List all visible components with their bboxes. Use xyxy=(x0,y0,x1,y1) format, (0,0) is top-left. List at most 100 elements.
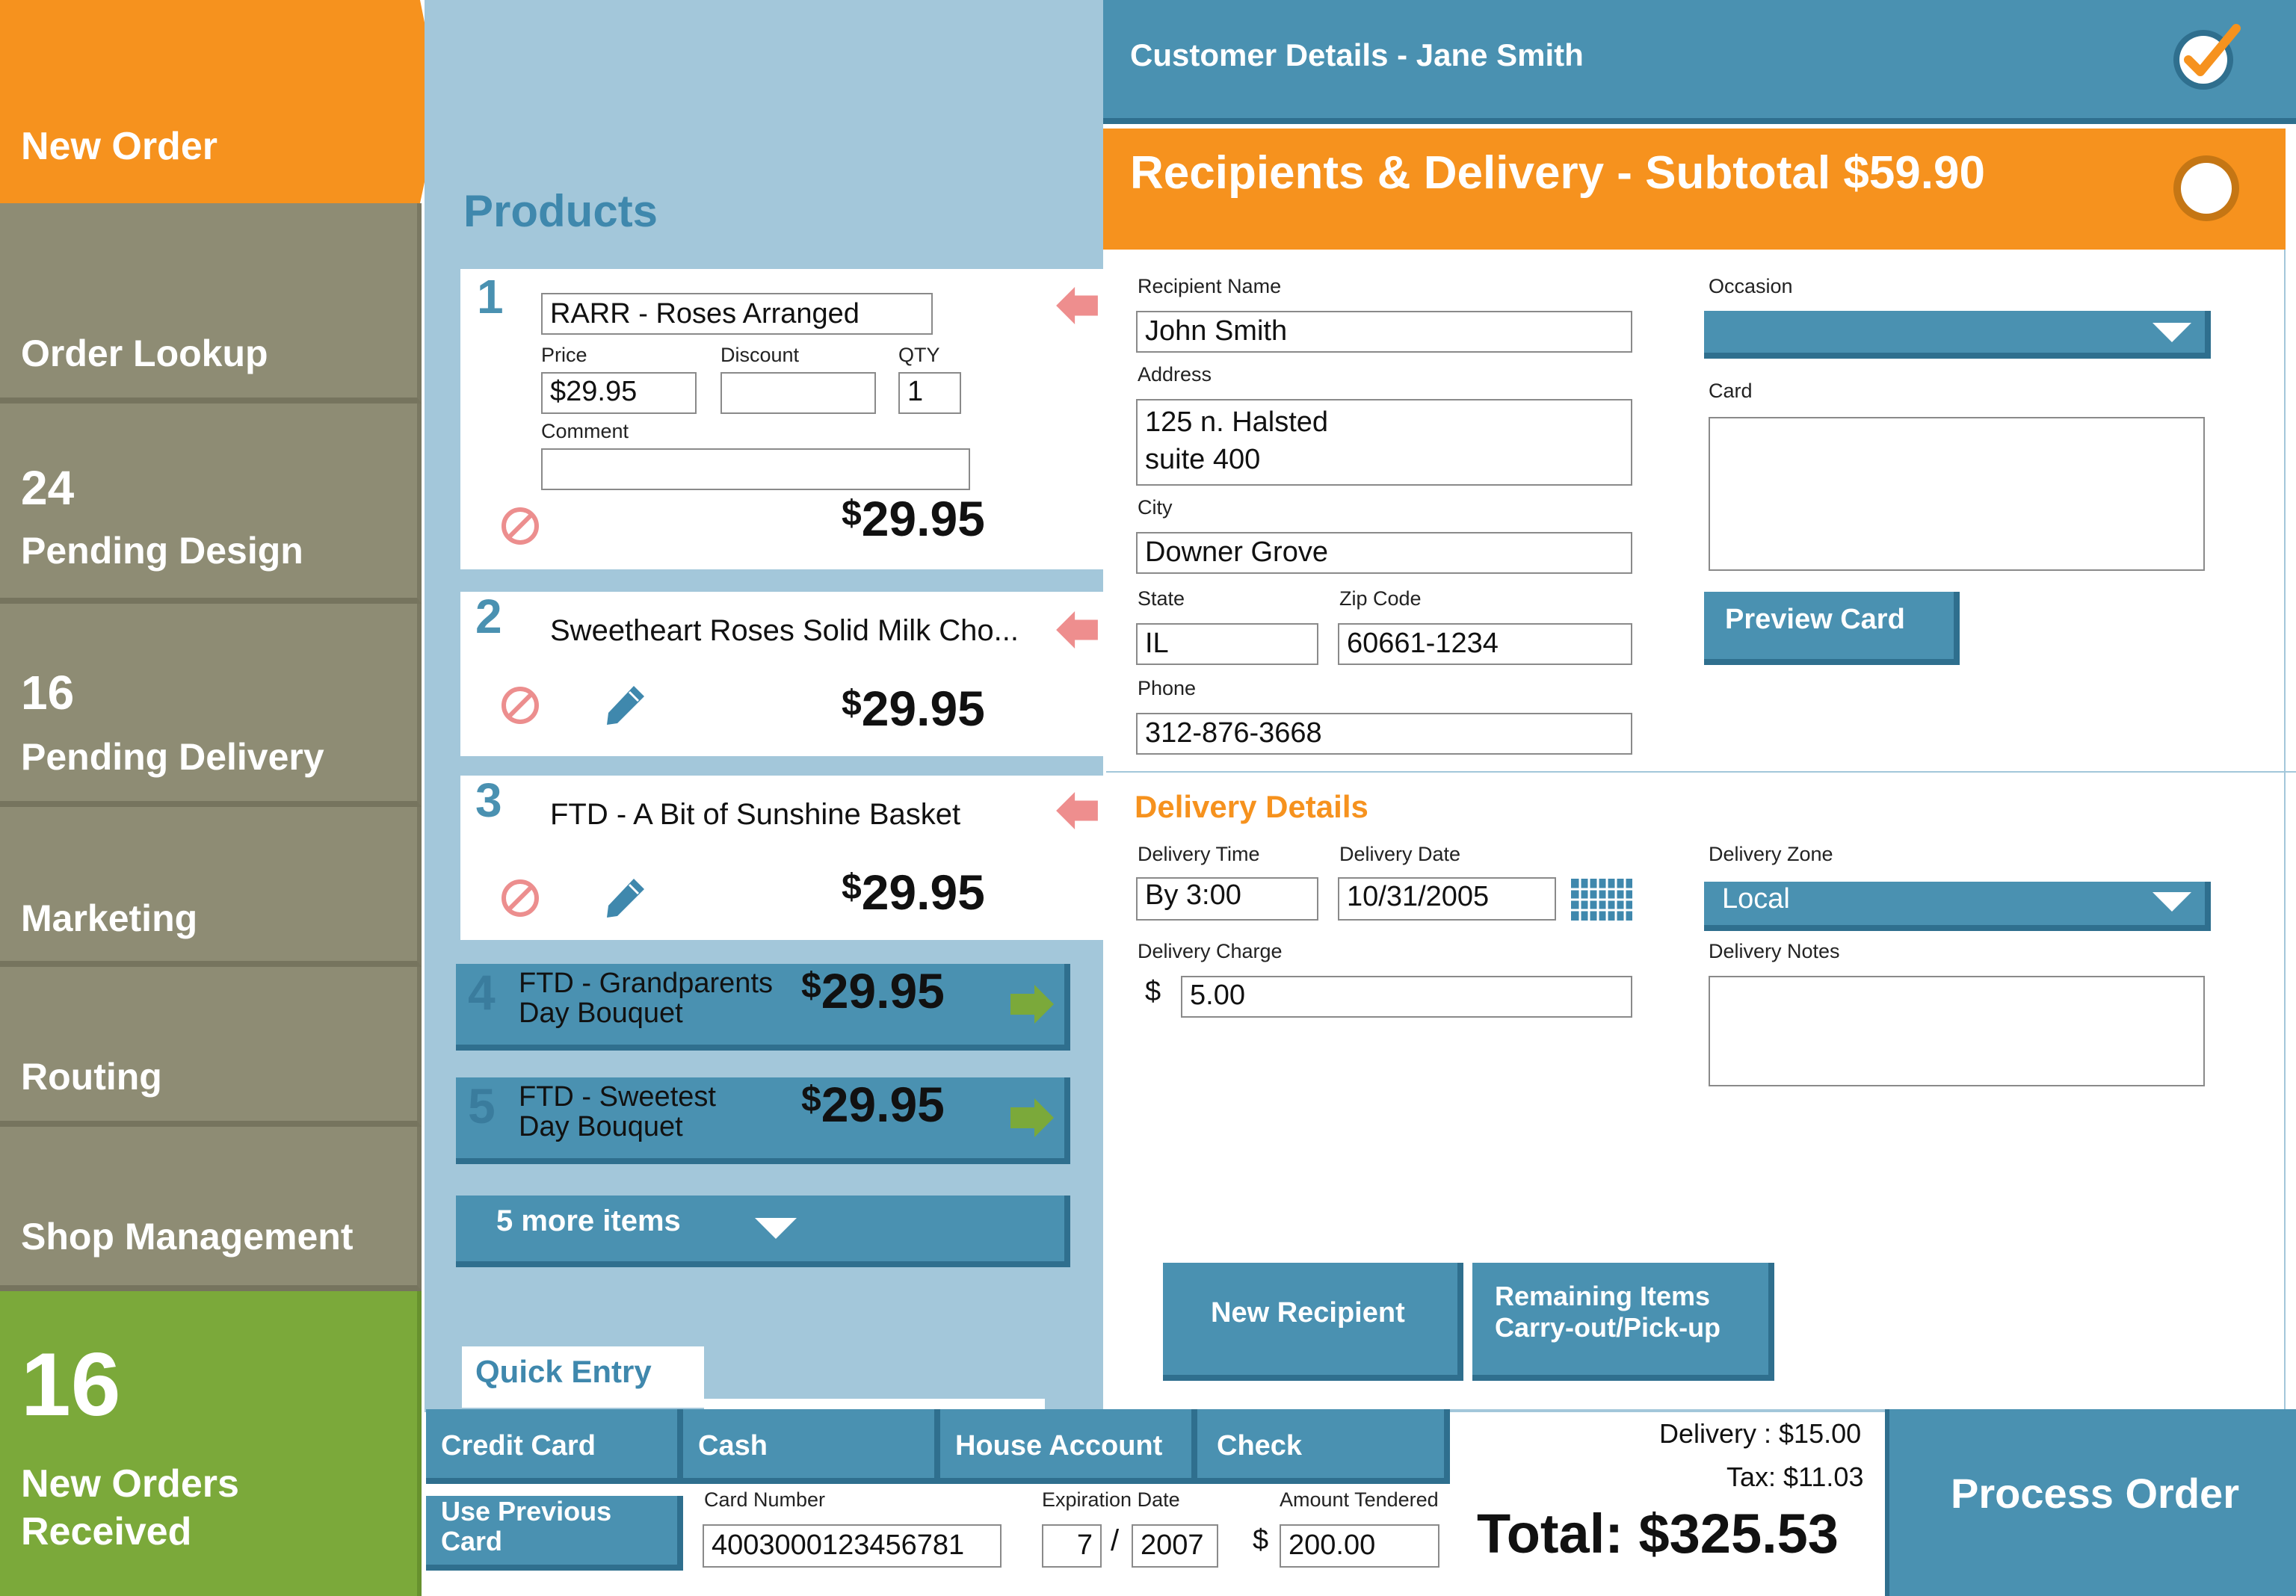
process-order-label: Process Order xyxy=(1951,1470,2239,1517)
delivery-total: Delivery : $15.00 xyxy=(1659,1418,1862,1449)
pending-design-count: 24 xyxy=(21,461,75,515)
remaining-items-label-1: Remaining Items xyxy=(1495,1281,1711,1311)
quick-entry-title: Quick Entry xyxy=(475,1354,652,1389)
currency-symbol: $ xyxy=(842,867,862,907)
cash-button[interactable]: Cash xyxy=(683,1409,940,1484)
arrow-left-icon[interactable] xyxy=(1055,611,1099,649)
grand-total: Total: $325.53 xyxy=(1477,1503,1839,1565)
product-number: 2 xyxy=(475,590,502,643)
product-item-5[interactable]: 5 FTD - Sweetest Day Bouquet $29.95 xyxy=(456,1077,1070,1164)
sidebar-item-label: Pending Delivery xyxy=(21,736,324,778)
sidebar-item-pending-delivery[interactable]: 16 Pending Delivery xyxy=(0,604,422,807)
comment-field[interactable] xyxy=(541,448,970,490)
use-previous-label-2: Card xyxy=(441,1526,503,1556)
product-item-2[interactable]: 2 Sweetheart Roses Solid Milk Cho... $29… xyxy=(460,590,1103,756)
amount-currency: $ xyxy=(1253,1524,1269,1556)
product-item-3[interactable]: 3 FTD - A Bit of Sunshine Basket $29.95 xyxy=(460,773,1103,940)
pending-delivery-count: 16 xyxy=(21,666,75,720)
sidebar: New Order Order Lookup 24 Pending Design… xyxy=(0,0,441,1596)
delivery-notes-field[interactable] xyxy=(1709,976,2205,1086)
currency-symbol: $ xyxy=(801,966,821,1006)
product-name-field[interactable]: RARR - Roses Arranged xyxy=(541,293,933,335)
product-total: $29.95 xyxy=(842,490,985,547)
exp-year-field[interactable]: 2007 xyxy=(1132,1524,1218,1568)
quick-entry-strip xyxy=(704,1399,1045,1409)
arrow-right-icon[interactable] xyxy=(1010,985,1054,1024)
arrow-right-icon[interactable] xyxy=(1010,1098,1054,1137)
product-name: FTD - Sweetest Day Bouquet xyxy=(519,1081,716,1142)
occasion-select[interactable] xyxy=(1704,311,2211,359)
comment-label: Comment xyxy=(541,420,629,442)
product-item-1: 1 RARR - Roses Arranged Price Discount Q… xyxy=(460,269,1103,569)
remove-icon[interactable] xyxy=(499,505,541,547)
address-field[interactable]: 125 n. Halsted suite 400 xyxy=(1136,399,1632,486)
recipient-name-field[interactable]: John Smith xyxy=(1136,311,1632,353)
exp-month-field[interactable]: 7 xyxy=(1042,1524,1102,1568)
occasion-label: Occasion xyxy=(1709,275,1793,297)
edit-pencil-icon[interactable] xyxy=(601,874,649,922)
more-items-button[interactable]: 5 more items xyxy=(456,1196,1070,1267)
sidebar-item-marketing[interactable]: Marketing xyxy=(0,807,422,967)
currency-symbol: $ xyxy=(842,684,862,723)
arrow-left-icon[interactable] xyxy=(1055,287,1099,324)
qty-field[interactable]: 1 xyxy=(898,372,961,414)
amount-tendered-field[interactable]: 200.00 xyxy=(1280,1524,1439,1568)
arrow-left-icon[interactable] xyxy=(1055,792,1099,829)
product-number: 5 xyxy=(468,1078,496,1133)
product-number: 4 xyxy=(468,965,496,1020)
product-name: FTD - Grandparents Day Bouquet xyxy=(519,968,773,1029)
chevron-down-icon xyxy=(755,1218,797,1239)
sidebar-item-shop-management[interactable]: Shop Management xyxy=(0,1127,422,1291)
customer-details-title: Customer Details - Jane Smith xyxy=(1130,37,1584,72)
recipients-header[interactable]: Recipients & Delivery - Subtotal $59.90 xyxy=(1103,129,2286,250)
product-number: 1 xyxy=(477,270,504,324)
new-order-tab-shape xyxy=(0,0,441,203)
product-name: FTD - A Bit of Sunshine Basket xyxy=(550,798,961,831)
edit-pencil-icon[interactable] xyxy=(601,681,649,729)
calendar-icon[interactable] xyxy=(1571,879,1632,921)
sidebar-item-routing[interactable]: Routing xyxy=(0,967,422,1127)
customer-details-header[interactable]: Customer Details - Jane Smith xyxy=(1103,0,2296,124)
city-field[interactable]: Downer Grove xyxy=(1136,532,1632,574)
state-label: State xyxy=(1138,587,1185,610)
price-field[interactable]: $29.95 xyxy=(541,372,697,414)
delivery-zone-select[interactable]: Local xyxy=(1704,882,2211,931)
delivery-time-field[interactable]: By 3:00 xyxy=(1136,877,1318,921)
sidebar-item-order-lookup[interactable]: Order Lookup xyxy=(0,203,422,403)
delivery-charge-field[interactable]: 5.00 xyxy=(1181,976,1632,1018)
quick-entry-tab[interactable]: Quick Entry xyxy=(462,1346,704,1408)
delivery-charge-label: Delivery Charge xyxy=(1138,940,1283,962)
delivery-charge-currency: $ xyxy=(1145,976,1161,1007)
card-number-field[interactable]: 4003000123456781 xyxy=(703,1524,1002,1568)
product-item-4[interactable]: 4 FTD - Grandparents Day Bouquet $29.95 xyxy=(456,963,1070,1051)
sidebar-item-pending-design[interactable]: 24 Pending Design xyxy=(0,403,422,604)
currency-symbol: $ xyxy=(842,494,862,533)
sidebar-item-new-order[interactable]: New Order xyxy=(0,0,441,203)
check-button[interactable]: Check xyxy=(1197,1409,1450,1484)
use-previous-card-button[interactable]: Use Previous Card xyxy=(426,1496,683,1571)
state-field[interactable]: IL xyxy=(1136,623,1318,665)
delivery-date-field[interactable]: 10/31/2005 xyxy=(1338,877,1556,921)
house-account-label: House Account xyxy=(955,1430,1163,1462)
remove-icon[interactable] xyxy=(499,877,541,919)
chevron-down-icon xyxy=(2152,323,2191,342)
use-previous-label-1: Use Previous xyxy=(441,1496,612,1527)
phone-field[interactable]: 312-876-3668 xyxy=(1136,713,1632,755)
process-order-button[interactable]: Process Order xyxy=(1885,1409,2296,1596)
remove-icon[interactable] xyxy=(499,684,541,726)
remaining-items-label-2: Carry-out/Pick-up xyxy=(1495,1312,1721,1343)
zip-field[interactable]: 60661-1234 xyxy=(1338,623,1632,665)
card-message-field[interactable] xyxy=(1709,417,2205,571)
sidebar-item-label: Received xyxy=(21,1510,192,1553)
house-account-button[interactable]: House Account xyxy=(940,1409,1197,1484)
new-recipient-button[interactable]: New Recipient xyxy=(1163,1263,1463,1381)
product-total: $29.95 xyxy=(801,1076,945,1133)
sidebar-item-new-orders-received[interactable]: 16 New Orders Received xyxy=(0,1291,422,1596)
delivery-zone-value: Local xyxy=(1722,883,1790,915)
preview-card-button[interactable]: Preview Card xyxy=(1704,592,1960,665)
discount-field[interactable] xyxy=(720,372,876,414)
product-total: $29.95 xyxy=(842,680,985,737)
remaining-items-button[interactable]: Remaining Items Carry-out/Pick-up xyxy=(1472,1263,1774,1381)
credit-card-button[interactable]: Credit Card xyxy=(426,1409,683,1484)
product-total-value: 29.95 xyxy=(821,963,945,1018)
